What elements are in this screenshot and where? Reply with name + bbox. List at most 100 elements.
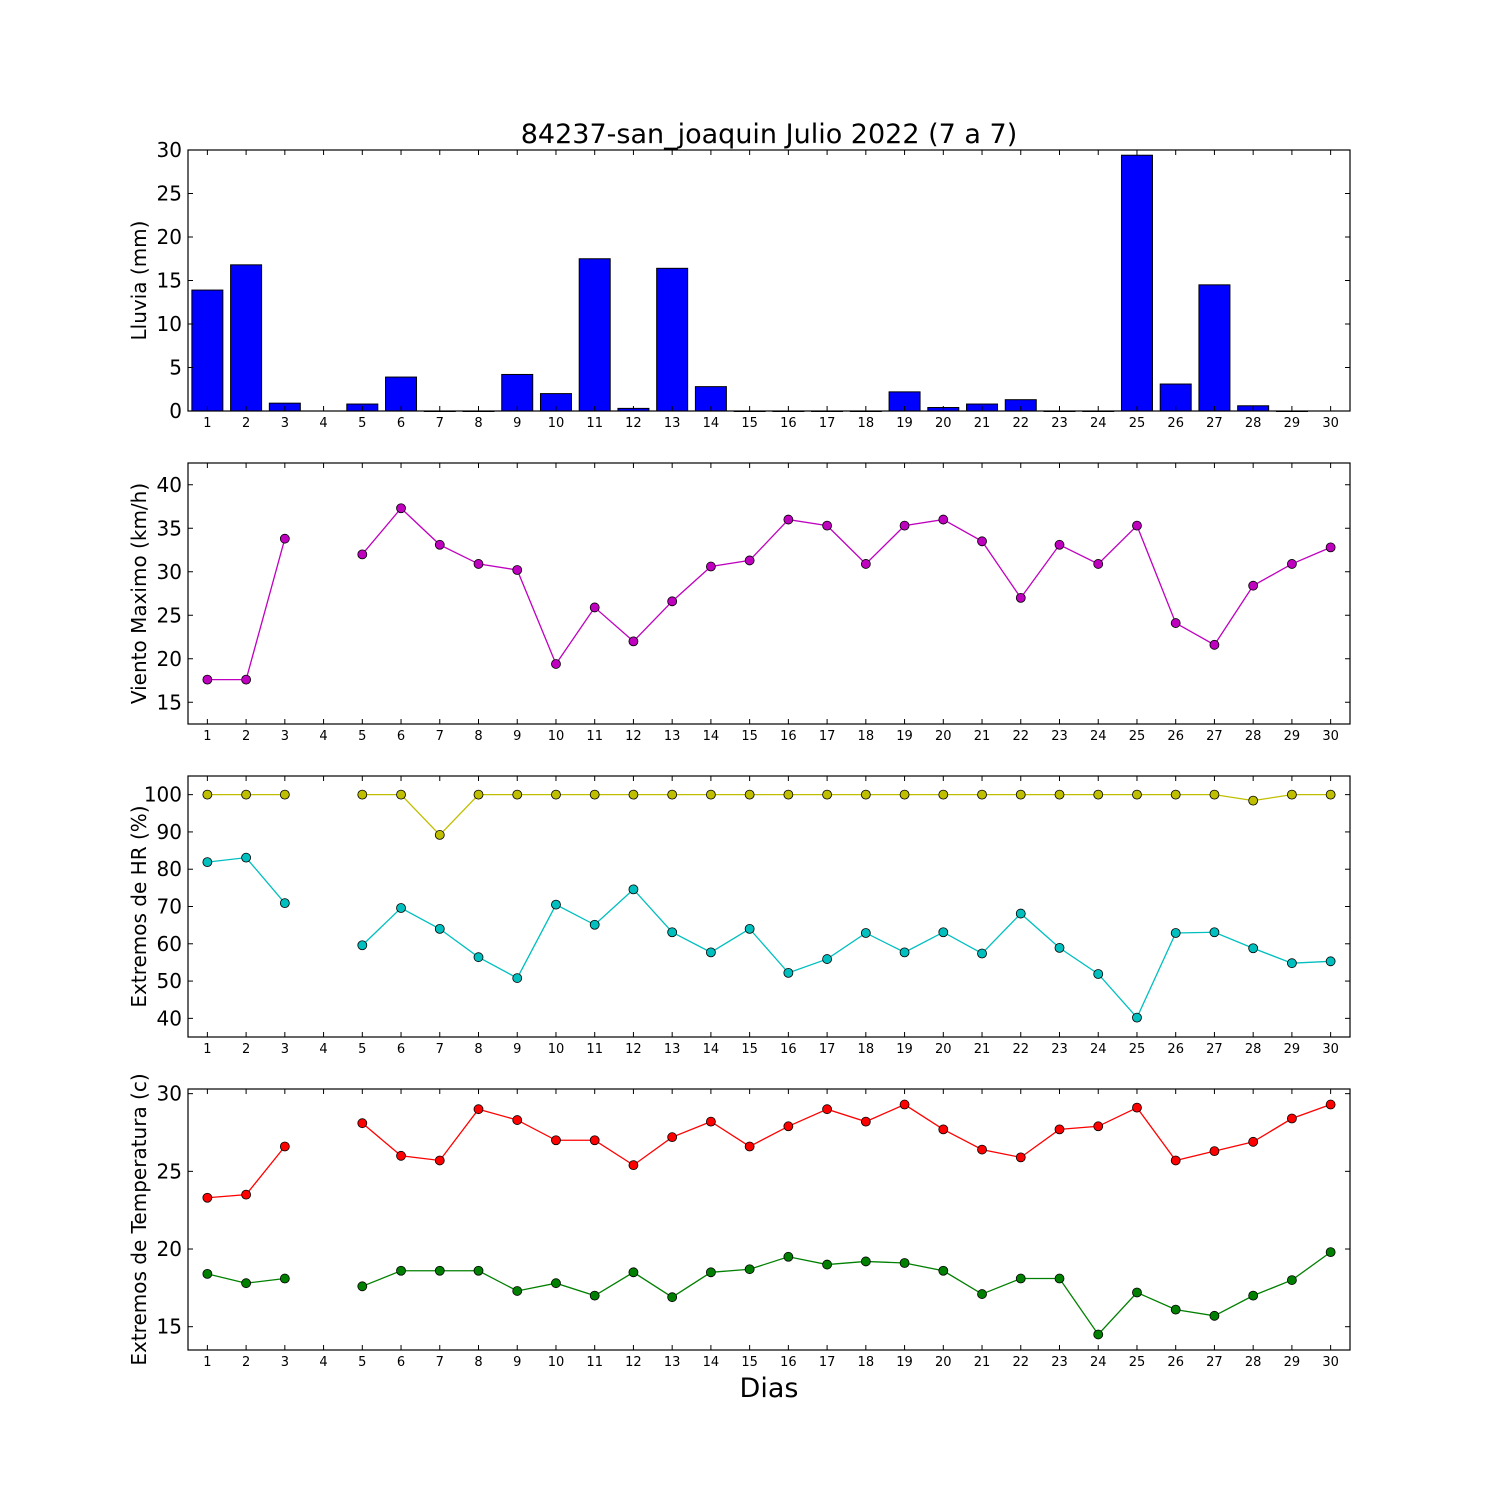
x-tick-label: 1 <box>203 1355 211 1370</box>
x-tick-label: 9 <box>513 416 521 431</box>
temperature-series-1-point-day-27 <box>1209 1310 1220 1321</box>
temperature-series-1-point-day-24 <box>1093 1329 1104 1340</box>
x-tick-label: 2 <box>242 416 250 431</box>
y-tick-label: 100 <box>144 783 182 807</box>
x-tick-label: 2 <box>242 1355 250 1370</box>
temperature-series-1-point-day-20 <box>938 1265 949 1276</box>
x-tick-label: 14 <box>703 1355 720 1370</box>
humidity-series-1 <box>202 852 1336 1023</box>
temperature-series-1-point-day-21 <box>977 1289 987 1299</box>
wind-series-0-point-day-11 <box>589 602 600 613</box>
humidity-series-1-point-day-17 <box>822 954 832 964</box>
x-tick-label: 16 <box>780 729 797 744</box>
wind-y-axis-label: Viento Maximo (km/h) <box>127 483 151 704</box>
humidity-series-0-point-day-30 <box>1325 789 1336 800</box>
y-tick-label: 15 <box>157 269 182 293</box>
humidity-series-0-point-day-8 <box>473 789 484 800</box>
temperature-series-0-point-day-7 <box>434 1155 445 1166</box>
temperature-series-0 <box>202 1099 1336 1203</box>
x-tick-label: 6 <box>397 416 405 431</box>
x-tick-label: 8 <box>474 1042 482 1057</box>
x-tick-label: 26 <box>1167 729 1184 744</box>
humidity-series-1-point-day-2 <box>241 852 252 863</box>
temperature-y-ticks: 15 20 25 30 <box>157 1082 1350 1339</box>
y-tick-label: 20 <box>157 647 182 671</box>
x-tick-label: 9 <box>513 1042 521 1057</box>
temperature-series-0-point-day-26 <box>1170 1155 1181 1166</box>
temperature-series-1-point-day-3 <box>279 1273 290 1284</box>
wind-marks <box>202 503 1336 685</box>
humidity-series-1-point-day-20 <box>938 927 949 938</box>
wind-series-0-point-day-3 <box>279 533 290 544</box>
humidity-series-0-point-day-29 <box>1287 789 1297 800</box>
x-tick-label: 25 <box>1129 1355 1146 1370</box>
humidity-series-0-point-day-18 <box>860 789 871 800</box>
wind-series-0-point-day-28 <box>1248 580 1259 591</box>
x-tick-label: 11 <box>586 1042 603 1057</box>
x-tick-label: 2 <box>242 1042 250 1057</box>
rain-marks <box>191 154 1308 412</box>
humidity-series-0-point-day-20 <box>938 789 949 800</box>
temperature-series-0-point-day-20 <box>938 1124 949 1135</box>
humidity-series-0-point-day-3 <box>279 789 290 800</box>
x-tick-label: 26 <box>1167 1355 1184 1370</box>
humidity-series-1-point-day-10 <box>551 899 561 910</box>
y-tick-label: 90 <box>157 820 182 844</box>
rain-panel: 1 2 3 4 5 6 7 8 9 10 11 12 13 14 15 16 17 18 19 20 21 22 23 24 2… <box>127 138 1351 431</box>
y-tick-label: 50 <box>157 969 182 993</box>
wind-series-0-point-day-20 <box>938 514 949 525</box>
x-tick-label: 28 <box>1245 1042 1262 1057</box>
temperature-series-1-point-day-1 <box>202 1268 213 1279</box>
wind-series-0-point-day-26 <box>1170 618 1181 628</box>
x-tick-label: 2 <box>242 729 250 744</box>
humidity-series-0-line-1 <box>362 793 1331 836</box>
x-tick-label: 29 <box>1284 1042 1301 1057</box>
humidity-series-1-point-day-12 <box>628 884 639 895</box>
bar-day-9 <box>501 373 534 412</box>
humidity-series-1-point-day-1 <box>202 857 213 868</box>
wind-series-0-point-day-29 <box>1287 559 1297 569</box>
x-tick-label: 3 <box>281 416 289 431</box>
y-tick-label: 30 <box>157 560 182 584</box>
x-tick-label: 8 <box>474 1355 482 1370</box>
humidity-series-1-point-day-13 <box>667 927 678 938</box>
x-tick-label: 3 <box>281 729 289 744</box>
temperature-series-0-point-day-12 <box>628 1160 639 1171</box>
y-tick-label: 5 <box>169 356 182 380</box>
temperature-series-0-point-day-13 <box>667 1132 678 1143</box>
x-tick-label: 15 <box>741 1042 758 1057</box>
x-tick-label: 17 <box>819 729 836 744</box>
temperature-series-0-point-day-24 <box>1093 1121 1104 1132</box>
x-tick-label: 30 <box>1322 416 1339 431</box>
humidity-y-ticks: 40 50 60 70 80 90 100 <box>144 783 1350 1030</box>
temperature-series-1-point-day-2 <box>241 1278 252 1289</box>
x-tick-label: 9 <box>513 729 521 744</box>
wind-series-0-point-day-27 <box>1209 639 1220 650</box>
x-tick-label: 14 <box>703 416 720 431</box>
wind-series-0-point-day-16 <box>783 514 794 525</box>
temperature-series-0-point-day-5 <box>357 1118 368 1129</box>
temperature-series-0-point-day-18 <box>860 1116 871 1127</box>
wind-series-0-point-day-22 <box>1015 592 1026 603</box>
x-tick-label: 6 <box>397 1042 405 1057</box>
wind-series-0-point-day-10 <box>551 659 561 669</box>
x-tick-label: 30 <box>1322 1042 1339 1057</box>
temperature-series-0-point-day-14 <box>706 1116 716 1127</box>
humidity-series-1-point-day-15 <box>744 923 755 934</box>
temperature-series-0-point-day-21 <box>977 1144 987 1155</box>
wind-series-0-point-day-8 <box>473 559 484 569</box>
x-tick-label: 12 <box>625 1355 642 1370</box>
temperature-series-1-point-day-8 <box>473 1265 484 1276</box>
x-tick-label: 7 <box>436 1355 444 1370</box>
x-tick-label: 7 <box>436 729 444 744</box>
temperature-series-0-point-day-9 <box>512 1115 523 1125</box>
rain-x-ticks: 1 2 3 4 5 6 7 8 9 10 11 12 13 14 15 16 17 18 19 20 21 22 23 24 2… <box>203 150 1339 431</box>
wind-series-0-point-day-18 <box>860 559 871 569</box>
wind-panel: 1 2 3 4 5 6 7 8 9 10 11 12 13 14 15 16 17 18 19 20 21 22 23 24 2… <box>127 462 1351 744</box>
x-tick-label: 16 <box>780 1042 797 1057</box>
x-tick-label: 3 <box>281 1355 289 1370</box>
wind-series-0-point-day-21 <box>977 536 987 547</box>
x-tick-label: 1 <box>203 729 211 744</box>
humidity-panel: 1 2 3 4 5 6 7 8 9 10 11 12 13 14 15 16 17 18 19 20 21 22 23 24 2… <box>127 775 1351 1057</box>
